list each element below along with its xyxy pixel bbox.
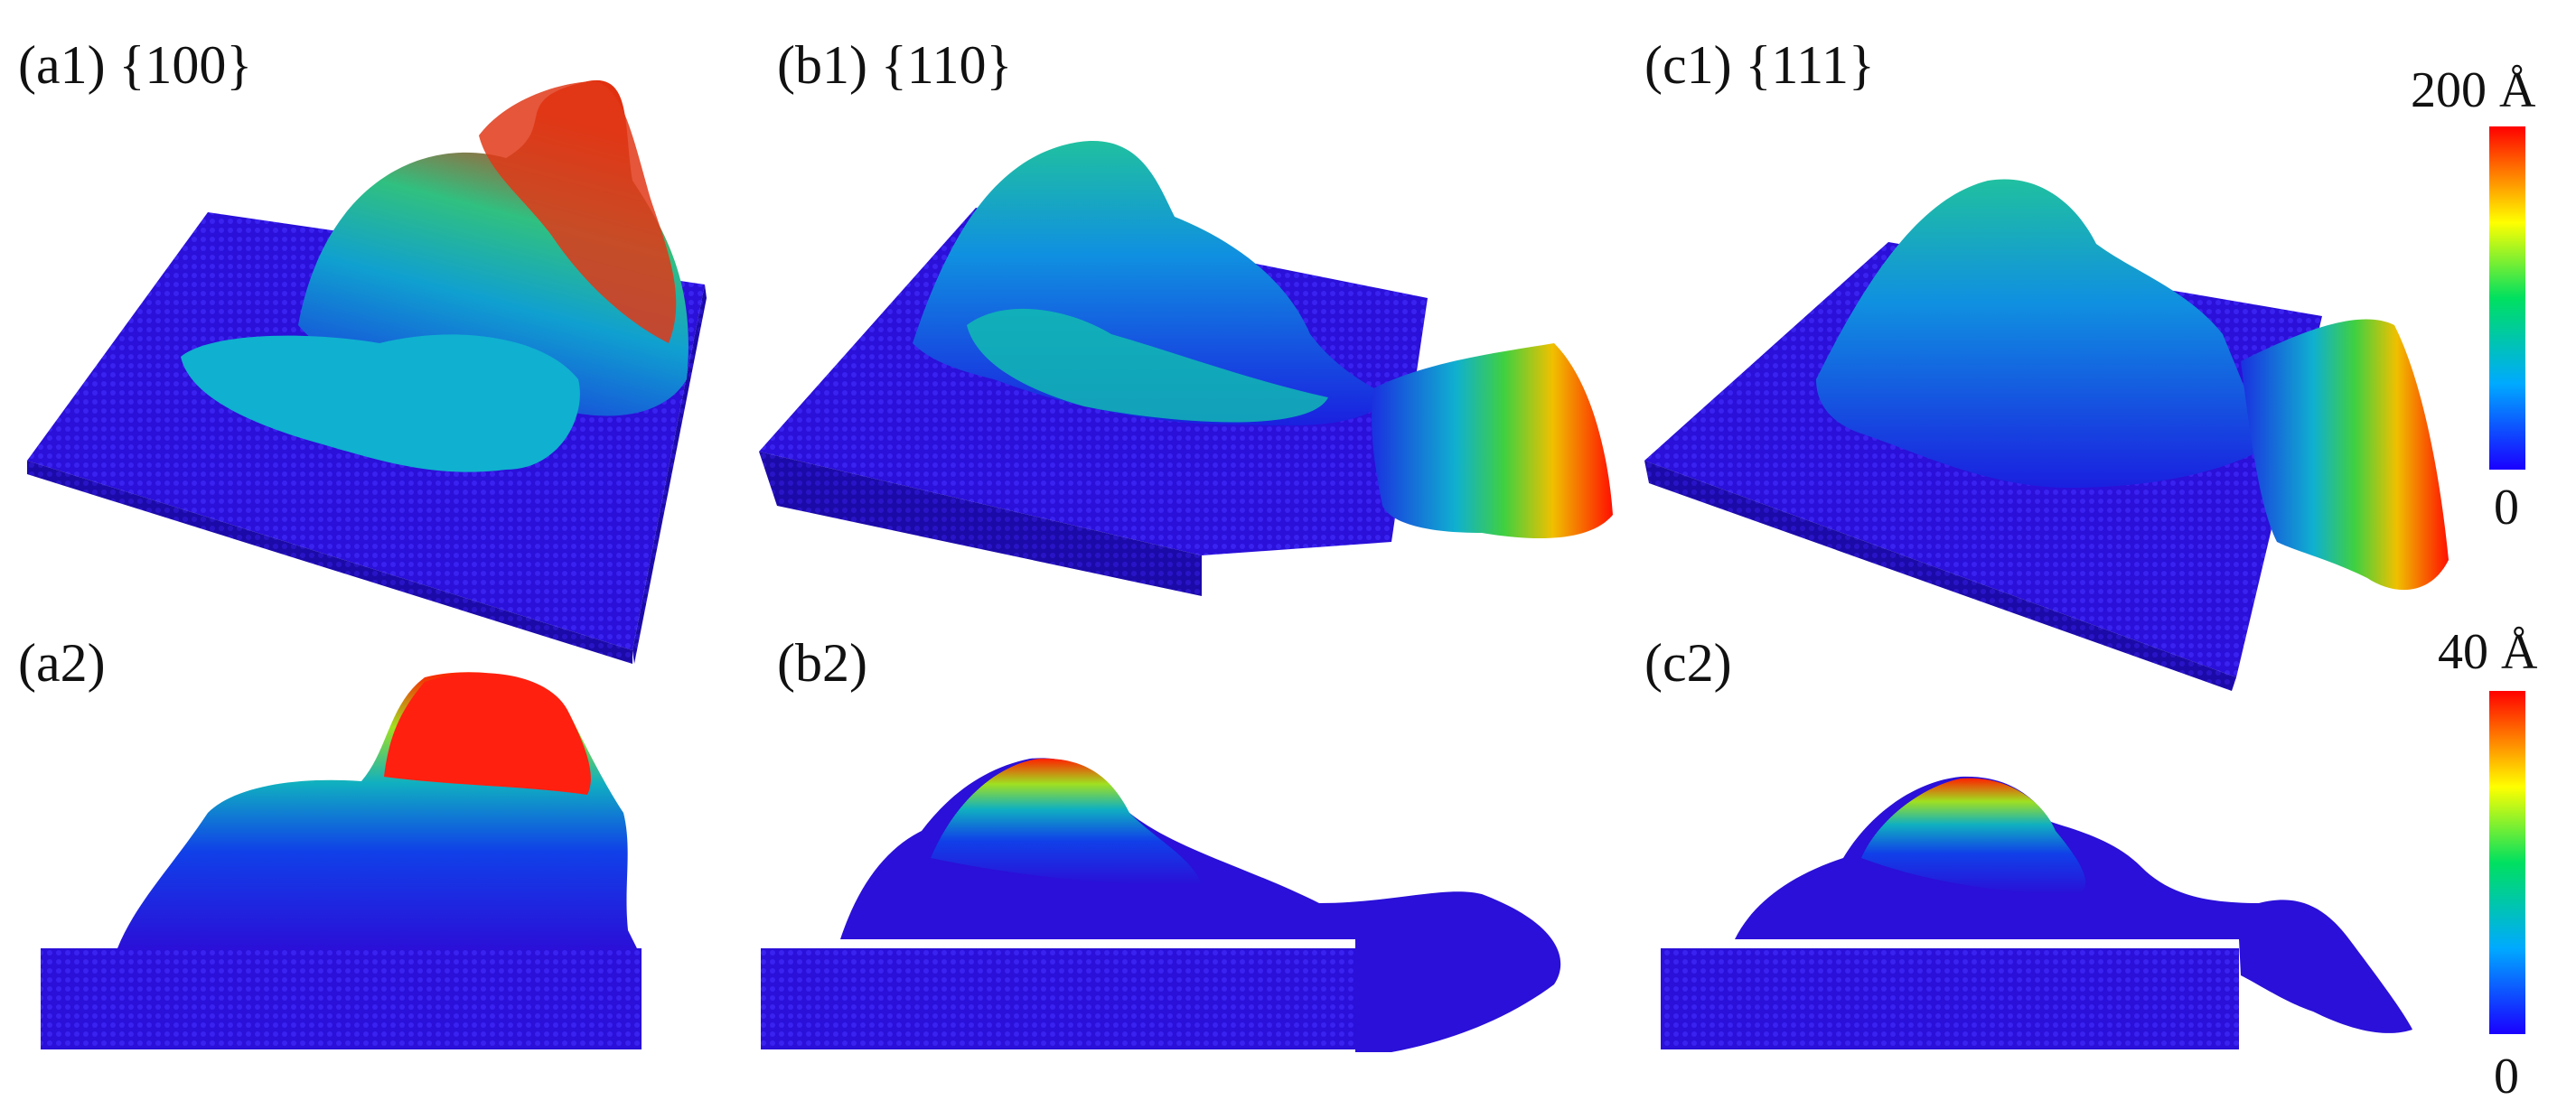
b2-substrate	[761, 948, 1357, 1049]
a1-substrate-front	[27, 461, 632, 664]
panel-label-c1: (c1) {111}	[1644, 35, 1875, 95]
colorbar-top	[2489, 126, 2525, 470]
a2-peak-red	[384, 673, 591, 795]
a1-substrate-side	[632, 284, 707, 664]
a2-substrate	[41, 948, 642, 1049]
c2-substrate	[1661, 948, 2239, 1049]
c2-debris-profile	[1861, 778, 2086, 894]
panel-c2-render	[1661, 776, 2412, 1049]
panel-b1-render	[759, 141, 1613, 596]
colorbar-top-max-label: 200 Å	[2411, 62, 2536, 118]
b1-substrate-front	[759, 452, 1202, 596]
c1-substrate-front	[1644, 461, 2236, 691]
colorbar-bottom-max-label: 40 Å	[2438, 624, 2538, 680]
panel-b2-render	[761, 758, 1561, 1052]
colorbar-bottom	[2489, 691, 2525, 1034]
b2-debris-profile	[931, 758, 1202, 885]
a1-peak-red	[479, 81, 677, 343]
panel-label-b1: (b1) {110}	[777, 35, 1013, 95]
panel-a1-render	[27, 79, 707, 664]
c1-debris-pile	[1816, 179, 2259, 488]
panel-a2-render	[41, 672, 642, 1049]
panel-label-a1: (a1) {100}	[18, 35, 253, 95]
panel-label-b2: (b2)	[777, 633, 867, 693]
b1-chip-tip	[1372, 343, 1613, 538]
colorbar-bottom-min-label: 0	[2494, 1049, 2519, 1105]
panel-label-c2: (c2)	[1644, 633, 1732, 693]
panel-label-a2: (a2)	[18, 633, 106, 693]
a1-front-mound	[181, 334, 580, 472]
panel-c1-render	[1644, 179, 2449, 691]
c1-chip-tip	[2241, 319, 2449, 591]
colorbar-top-min-label: 0	[2494, 480, 2519, 536]
b1-chip-flow	[967, 308, 1328, 423]
